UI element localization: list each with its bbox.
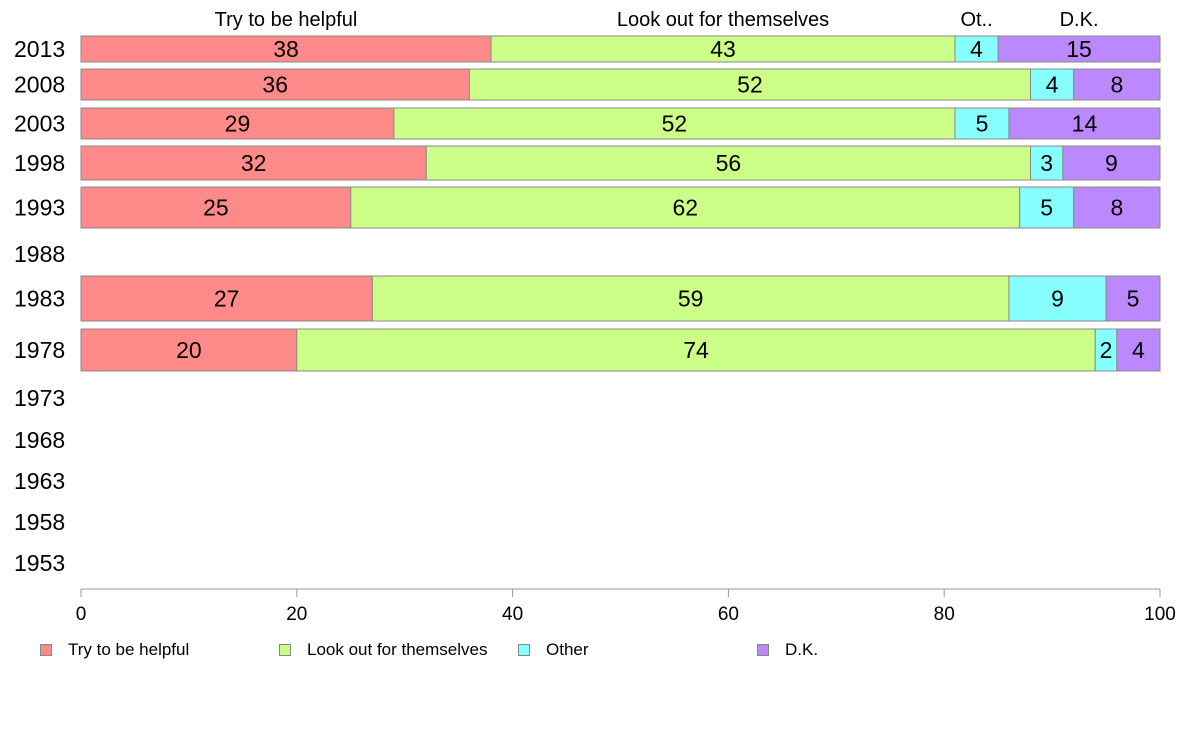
bar-segment <box>80 328 298 372</box>
bar-segment <box>80 68 470 101</box>
bar-segment <box>1105 275 1161 322</box>
data-label: 4 <box>1132 337 1145 363</box>
bar-segment <box>1073 68 1161 101</box>
data-label: 8 <box>1110 72 1123 98</box>
data-label: 20 <box>176 337 202 363</box>
data-label: 36 <box>262 72 288 98</box>
x-tick-label: 40 <box>502 604 523 625</box>
year-label: 2008 <box>14 72 65 98</box>
legend-item: Look out for themselves <box>279 640 487 660</box>
data-label: 5 <box>976 111 989 137</box>
bar-segment <box>393 107 956 140</box>
data-label: 14 <box>1072 111 1098 137</box>
data-label: 8 <box>1110 195 1123 221</box>
data-label: 15 <box>1066 36 1092 62</box>
bars: 38 43 4 15 36 52 4 8 29 52 5 14 32 56 3 9 25 62 5 8 27 59 9 5 20… <box>80 35 1161 372</box>
x-tick-label: 100 <box>1144 604 1176 625</box>
year-label: 1963 <box>14 468 65 494</box>
bar-segment <box>80 107 395 140</box>
data-label: 29 <box>225 111 251 137</box>
y-axis-labels: 2013 2008 2003 1998 1993 1988 1983 1978 1973 1968… <box>14 36 65 576</box>
data-label: 25 <box>203 195 229 221</box>
top-label: Try to be helpful <box>215 9 358 31</box>
data-label: 52 <box>737 72 763 98</box>
year-label: 1968 <box>14 427 65 453</box>
legend-label: Try to be helpful <box>68 640 190 659</box>
x-tick-label: 60 <box>718 604 739 625</box>
year-label: 1958 <box>14 509 65 535</box>
bar-segment <box>1019 186 1075 229</box>
data-label: 4 <box>1046 72 1059 98</box>
legend-label: D.K. <box>785 640 819 659</box>
top-labels: Try to be helpful Look out for themselves… <box>215 9 1099 31</box>
legend-item: D.K. <box>757 640 818 660</box>
bar-segment <box>350 186 1021 229</box>
x-tick-label: 20 <box>286 604 307 625</box>
bar-segment <box>425 145 1032 181</box>
data-label: 5 <box>1127 286 1140 312</box>
data-label: 32 <box>241 150 267 176</box>
top-label: Look out for themselves <box>617 9 829 31</box>
legend: Try to be helpful Look out for themselves… <box>0 640 1188 668</box>
x-axis: 0 20 40 60 80 100 <box>76 588 1176 625</box>
year-label: 1988 <box>14 241 65 267</box>
data-label: 59 <box>678 286 704 312</box>
legend-label: Other <box>546 640 589 659</box>
x-tick-label: 0 <box>76 604 87 625</box>
legend-item: Other <box>518 640 589 660</box>
year-label: 1983 <box>14 286 65 312</box>
data-label: 62 <box>672 195 698 221</box>
bar-segment <box>1116 328 1161 372</box>
bar-segment <box>371 275 1010 322</box>
data-label: 9 <box>1105 150 1118 176</box>
year-label: 2013 <box>14 36 65 62</box>
bar-segment <box>1073 186 1161 229</box>
data-label: 27 <box>214 286 240 312</box>
data-label: 74 <box>683 337 709 363</box>
year-label: 1973 <box>14 385 65 411</box>
bar-segment <box>1008 275 1107 322</box>
top-label: D.K. <box>1060 9 1099 31</box>
year-label: 1993 <box>14 195 65 221</box>
bar-segment <box>1062 145 1161 181</box>
legend-swatch <box>40 644 52 656</box>
data-label: 2 <box>1100 337 1113 363</box>
legend-item: Try to be helpful <box>40 640 189 660</box>
data-label: 9 <box>1051 286 1064 312</box>
bar-segment <box>954 35 999 63</box>
bar-segment <box>80 145 427 181</box>
bar-segment <box>1030 68 1075 101</box>
top-label: Ot.. <box>960 9 992 31</box>
bar-segment <box>80 186 352 229</box>
legend-swatch <box>279 644 291 656</box>
legend-swatch <box>757 644 769 656</box>
data-label: 3 <box>1040 150 1053 176</box>
data-label: 4 <box>970 36 983 62</box>
legend-swatch <box>518 644 530 656</box>
year-label: 1953 <box>14 550 65 576</box>
bar-segment <box>80 275 373 322</box>
data-label: 43 <box>710 36 736 62</box>
data-label: 56 <box>716 150 742 176</box>
bar-segment <box>80 35 492 63</box>
year-label: 1998 <box>14 150 65 176</box>
bar-segment <box>490 35 956 63</box>
bar-segment <box>997 35 1161 63</box>
year-label: 2003 <box>14 111 65 137</box>
data-label: 52 <box>662 111 688 137</box>
bar-segment <box>1008 107 1161 140</box>
data-label: 5 <box>1040 195 1053 221</box>
bar-segment <box>468 68 1032 101</box>
data-label: 38 <box>273 36 299 62</box>
legend-label: Look out for themselves <box>307 640 488 659</box>
year-label: 1978 <box>14 337 65 363</box>
x-tick-label: 80 <box>934 604 955 625</box>
